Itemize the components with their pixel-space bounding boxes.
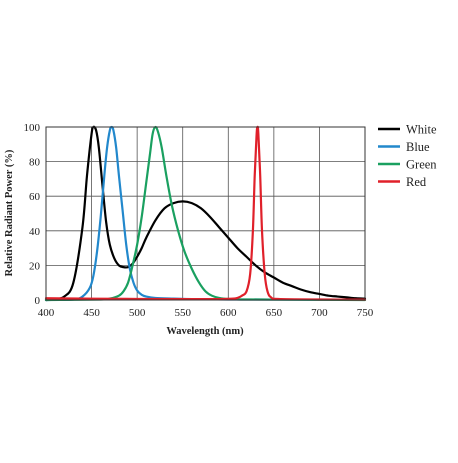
plot-frame <box>45 126 366 301</box>
y-tick-label-100: 100 <box>24 122 41 134</box>
x-axis-title: Wavelength (nm) <box>166 326 244 337</box>
y-axis-title: Relative Radiant Power (%) <box>4 149 15 276</box>
x-tick-label-600: 600 <box>220 307 237 319</box>
y-tick-label-60: 60 <box>29 191 41 203</box>
x-tick-label-550: 550 <box>174 307 191 319</box>
x-tick-label-400: 400 <box>38 307 55 319</box>
series-lines <box>44 125 367 302</box>
legend-label-blue: Blue <box>406 140 430 154</box>
y-tick-label-40: 40 <box>29 226 41 238</box>
tick-labels: 400 450 500 550 600 650 700 750 0 20 40 60 80 100 <box>24 122 374 319</box>
x-tick-label-500: 500 <box>129 307 146 319</box>
legend-label-red: Red <box>406 175 427 189</box>
y-tick-label-20: 20 <box>29 260 41 272</box>
y-tick-label-80: 80 <box>29 157 41 169</box>
x-tick-label-700: 700 <box>311 307 328 319</box>
series-line-green <box>44 125 367 302</box>
x-tick-label-750: 750 <box>357 307 374 319</box>
x-tick-label-450: 450 <box>83 307 100 319</box>
series-line-red <box>44 125 367 301</box>
legend-label-white: White <box>406 123 437 137</box>
legend-label-green: Green <box>406 158 437 172</box>
legend: White Blue Green Red <box>378 123 437 189</box>
x-tick-label-650: 650 <box>266 307 283 319</box>
y-tick-label-0: 0 <box>35 295 41 307</box>
